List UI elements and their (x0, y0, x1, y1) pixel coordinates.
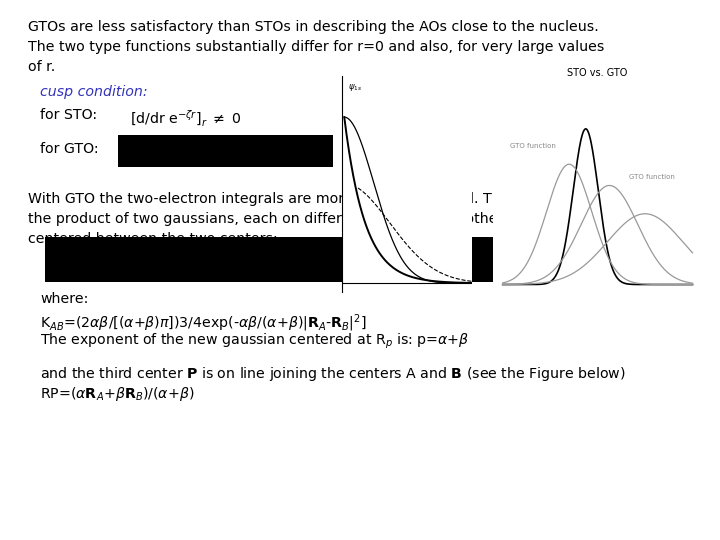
Text: [d/dr e$^{-\zeta r}$]$_r$ $\neq$ 0: [d/dr e$^{-\zeta r}$]$_r$ $\neq$ 0 (130, 108, 242, 127)
Text: GTOs are less satisfactory than STOs in describing the AOs close to the nucleus.: GTOs are less satisfactory than STOs in … (28, 20, 599, 34)
Text: of r.: of r. (28, 60, 55, 74)
Bar (118, 135, 333, 167)
Text: K$_{AB}$=(2$\alpha\beta$/[($\alpha$+$\beta$)$\pi$])3/4exp(-$\alpha\beta$/($\alph: K$_{AB}$=(2$\alpha\beta$/[($\alpha$+$\be… (40, 312, 366, 334)
Text: RP=($\alpha\mathbf{R}_A$+$\beta\mathbf{R}_B$)/($\alpha$+$\beta$): RP=($\alpha\mathbf{R}_A$+$\beta\mathbf{R… (40, 385, 194, 403)
Text: for STO:: for STO: (40, 108, 97, 122)
Text: GTO function: GTO function (510, 143, 556, 149)
Text: The two type functions substantially differ for r=0 and also, for very large val: The two type functions substantially dif… (28, 40, 604, 54)
Text: where:: where: (40, 292, 89, 306)
Bar (45, 237, 675, 282)
Text: for GTO:: for GTO: (40, 142, 99, 156)
Text: centered between the two centers:: centered between the two centers: (28, 232, 278, 246)
Text: $\psi_{1s}$: $\psi_{1s}$ (348, 82, 363, 93)
Text: and the third center $\mathbf{P}$ is on line joining the centers A and $\mathbf{: and the third center $\mathbf{P}$ is on … (40, 365, 626, 383)
Text: GTO function: GTO function (629, 174, 675, 180)
Text: STO vs. GTO: STO vs. GTO (567, 68, 628, 78)
Text: The exponent of the new gaussian centered at R$_p$ is: p=$\alpha$+$\beta$: The exponent of the new gaussian centere… (40, 332, 469, 352)
Text: With GTO the two-electron integrals are more easily evaluated. The reason is tha: With GTO the two-electron integrals are … (28, 192, 612, 206)
Text: cusp condition:: cusp condition: (40, 85, 148, 99)
Text: the product of two gaussians, each on different centers, is another gaussian: the product of two gaussians, each on di… (28, 212, 572, 226)
